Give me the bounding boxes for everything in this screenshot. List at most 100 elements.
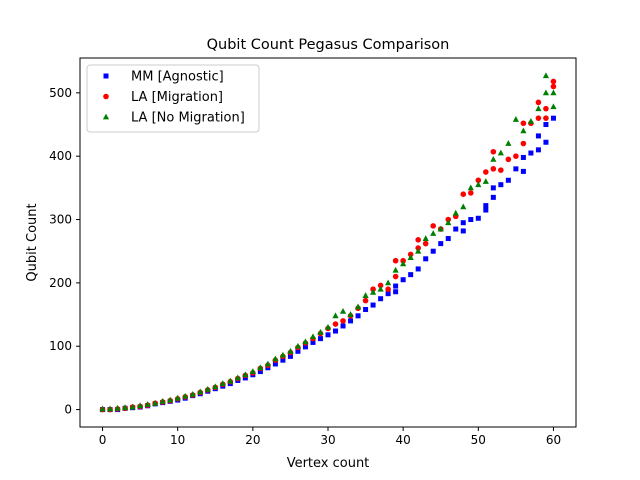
data-point bbox=[490, 155, 497, 162]
data-point bbox=[310, 339, 316, 345]
data-point bbox=[408, 272, 414, 278]
data-point bbox=[167, 396, 174, 403]
data-point bbox=[460, 228, 466, 234]
data-point bbox=[535, 105, 542, 112]
data-point bbox=[490, 148, 497, 155]
data-point bbox=[468, 217, 474, 223]
x-tick-label: 20 bbox=[245, 433, 260, 447]
data-point bbox=[385, 291, 391, 297]
series-3 bbox=[99, 72, 557, 412]
data-point bbox=[129, 403, 136, 410]
data-point bbox=[332, 312, 339, 319]
data-point bbox=[543, 115, 549, 121]
data-point bbox=[272, 361, 278, 367]
data-point bbox=[137, 402, 144, 409]
data-point bbox=[490, 194, 496, 200]
data-point bbox=[302, 338, 309, 345]
x-tick-label: 30 bbox=[320, 433, 335, 447]
data-point bbox=[182, 392, 189, 399]
data-point bbox=[445, 236, 451, 242]
data-point bbox=[332, 321, 339, 327]
data-point bbox=[302, 344, 308, 350]
data-point bbox=[212, 383, 219, 390]
data-point bbox=[467, 184, 474, 191]
data-point bbox=[550, 78, 557, 85]
data-point bbox=[490, 185, 496, 191]
x-tick-label: 60 bbox=[546, 433, 561, 447]
data-point bbox=[497, 149, 504, 156]
data-point bbox=[294, 342, 302, 349]
data-point bbox=[460, 203, 467, 210]
data-point bbox=[99, 405, 106, 412]
data-point bbox=[415, 266, 421, 272]
x-tick-label: 40 bbox=[396, 433, 411, 447]
data-point bbox=[392, 266, 399, 273]
data-point bbox=[348, 318, 354, 324]
data-point bbox=[121, 404, 129, 411]
data-point bbox=[460, 191, 467, 197]
data-point bbox=[460, 220, 466, 226]
data-point bbox=[527, 117, 535, 124]
chart-title: Qubit Count Pegasus Comparison bbox=[207, 37, 450, 53]
data-point bbox=[257, 369, 263, 375]
data-point bbox=[520, 140, 527, 147]
data-point bbox=[317, 328, 324, 335]
data-point bbox=[257, 364, 264, 371]
data-point bbox=[550, 103, 557, 110]
data-point bbox=[234, 374, 241, 381]
legend-label: LA [No Migration] bbox=[131, 111, 245, 126]
data-point bbox=[415, 237, 421, 243]
data-point bbox=[528, 150, 534, 156]
data-point bbox=[144, 401, 151, 407]
data-point bbox=[159, 397, 166, 404]
data-point bbox=[400, 277, 406, 283]
x-axis-ticks: 0 10 20 30 40 50 60 bbox=[99, 427, 561, 447]
data-point bbox=[242, 371, 249, 378]
data-point bbox=[287, 347, 294, 354]
data-point bbox=[340, 318, 346, 324]
y-tick-label: 500 bbox=[49, 86, 72, 100]
data-point bbox=[362, 292, 369, 298]
data-point bbox=[535, 133, 541, 139]
data-point bbox=[280, 357, 286, 363]
data-point bbox=[385, 286, 391, 293]
data-point bbox=[475, 181, 482, 188]
data-point bbox=[505, 140, 512, 146]
data-point bbox=[422, 235, 429, 241]
data-point bbox=[438, 241, 444, 247]
data-point bbox=[385, 279, 392, 286]
legend-label: MM [Agnostic] bbox=[131, 70, 224, 85]
data-point bbox=[287, 353, 293, 359]
data-point bbox=[520, 120, 527, 127]
legend: MM [Agnostic] LA [Migration] LA [No Migrat… bbox=[86, 64, 260, 133]
data-point bbox=[354, 303, 362, 310]
data-point bbox=[475, 177, 482, 184]
data-point bbox=[407, 254, 414, 260]
data-point bbox=[377, 285, 384, 292]
series-1 bbox=[100, 115, 556, 413]
data-point bbox=[378, 296, 384, 302]
data-point bbox=[475, 215, 481, 221]
data-point bbox=[422, 240, 429, 247]
data-point bbox=[279, 351, 287, 358]
data-point bbox=[324, 323, 332, 330]
data-point bbox=[415, 247, 422, 254]
legend-box bbox=[86, 64, 260, 133]
plot-points bbox=[99, 72, 557, 413]
data-point bbox=[535, 147, 541, 153]
data-point bbox=[377, 282, 384, 289]
data-point bbox=[542, 72, 550, 79]
data-point bbox=[520, 127, 527, 134]
data-point bbox=[204, 385, 211, 392]
data-point bbox=[347, 311, 354, 317]
x-tick-label: 50 bbox=[471, 433, 486, 447]
legend-label: LA [Migration] bbox=[131, 90, 223, 105]
data-point bbox=[542, 89, 550, 96]
data-point bbox=[174, 394, 181, 401]
data-point bbox=[498, 167, 504, 173]
data-point bbox=[325, 332, 331, 338]
data-point bbox=[227, 377, 234, 384]
legend-marker bbox=[103, 93, 109, 100]
data-point bbox=[520, 168, 526, 174]
data-point bbox=[339, 307, 347, 314]
